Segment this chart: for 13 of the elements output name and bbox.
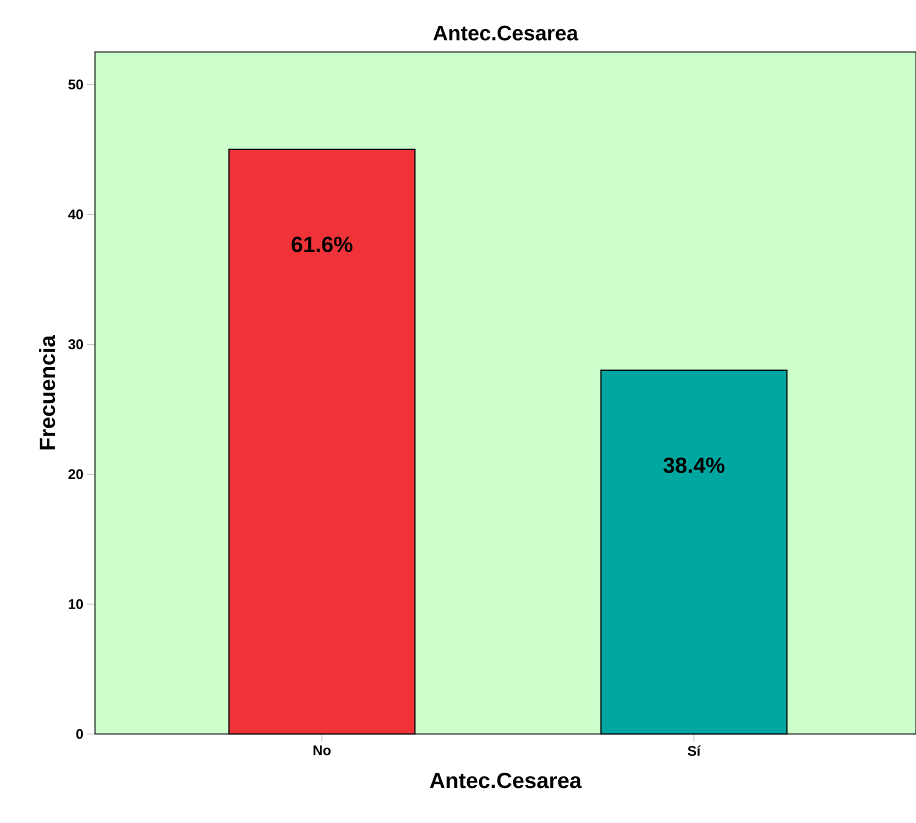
annotation: 38.4% — [663, 457, 724, 474]
y-tick-label: 10 — [68, 599, 83, 610]
x-tick-label: No — [314, 746, 331, 756]
annotation: 61.6% — [292, 236, 352, 252]
y-tick-label: 20 — [68, 469, 83, 480]
x-tick-label: Sí — [688, 746, 701, 756]
y-tick-label: 40 — [68, 209, 83, 220]
chart-title: Antec.Cesarea — [433, 26, 578, 40]
y-tick-label: 0 — [76, 729, 83, 739]
y-tick-label: 30 — [68, 339, 83, 350]
y-axis-title: Frecuencia — [39, 334, 56, 450]
x-axis-title: Antec.Cesarea — [430, 772, 582, 788]
y-tick-label: 50 — [68, 80, 83, 90]
